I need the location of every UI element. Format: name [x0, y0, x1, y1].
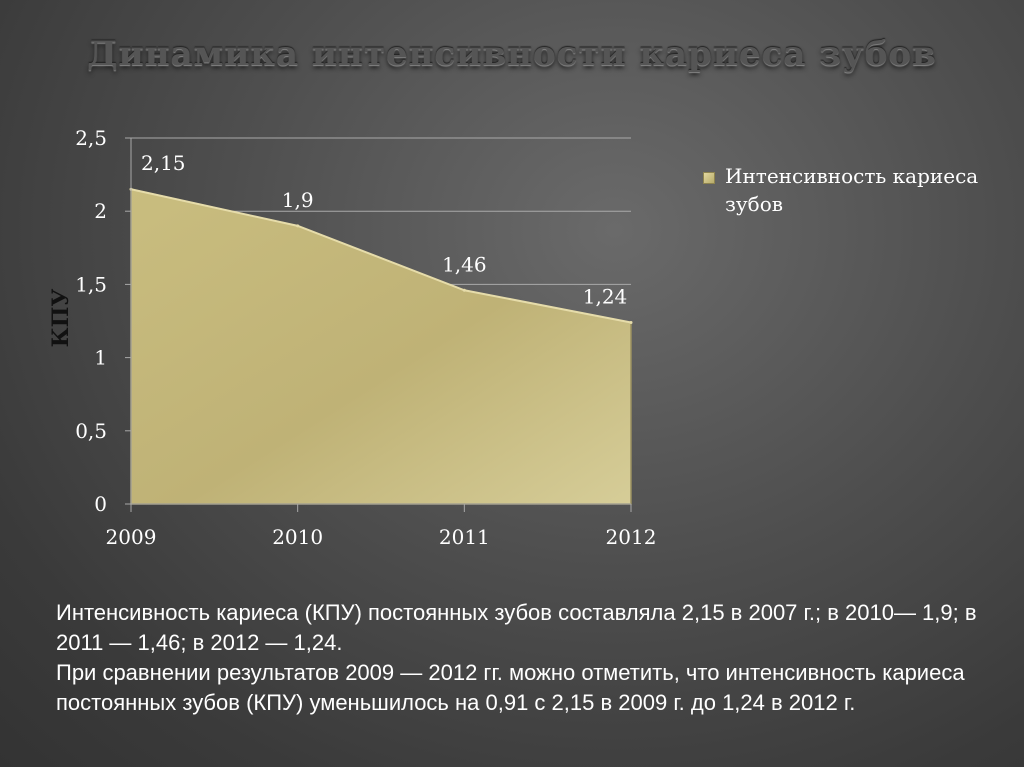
x-tick-label: 2010: [272, 525, 323, 549]
x-tick-label: 2009: [106, 525, 157, 549]
legend-label: Интенсивность кариеса зубов: [725, 164, 979, 216]
data-point: [462, 288, 466, 292]
y-tick-label: 1: [94, 346, 107, 370]
caption-paragraph-2: При сравнении результатов 2009 — 2012 гг…: [56, 660, 965, 715]
series-area: [129, 187, 633, 505]
data-label: 1,9: [282, 188, 314, 212]
y-tick-label: 2,5: [75, 126, 107, 150]
axes: 0 0,5 1 1,5 2 2,5 2009 2010 2011 2012: [75, 126, 656, 549]
data-label: 1,24: [583, 284, 628, 308]
y-tick-label: 2: [94, 199, 107, 223]
data-point: [296, 224, 300, 228]
caption-paragraph-1: Интенсивность кариеса (КПУ) постоянных з…: [56, 600, 977, 655]
chart-legend: Интенсивность кариеса зубов: [703, 162, 1003, 218]
data-label: 2,15: [141, 151, 186, 175]
data-point: [629, 320, 633, 324]
data-label: 1,46: [442, 252, 487, 276]
data-labels: 2,15 1,9 1,46 1,24: [141, 151, 627, 308]
y-axis-title: КПУ: [48, 289, 74, 348]
y-tick-label: 0: [94, 492, 107, 516]
slide-caption: Интенсивность кариеса (КПУ) постоянных з…: [56, 598, 1016, 718]
y-tick-label: 1,5: [75, 272, 107, 296]
slide-title: Динамика интенсивности кариеса зубов: [87, 34, 937, 74]
legend-swatch: [703, 172, 715, 184]
area-shape: [130, 188, 632, 505]
y-tick-label: 0,5: [75, 419, 107, 443]
x-tick-label: 2012: [606, 525, 657, 549]
x-tick-label: 2011: [439, 525, 490, 549]
area-top-edge: [130, 188, 632, 324]
area-chart: 0 0,5 1 1,5 2 2,5 2009 2010 2011 2012 2,15 1,9 1,46…: [48, 126, 656, 549]
